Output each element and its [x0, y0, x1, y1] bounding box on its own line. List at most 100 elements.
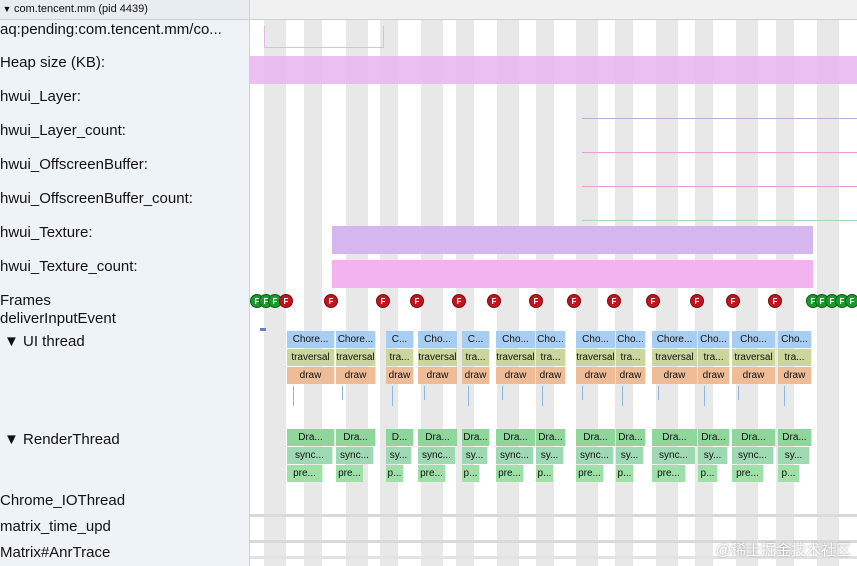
choreographer-slice[interactable]: Cho... [418, 331, 458, 348]
traversal-slice[interactable]: traversal [418, 349, 458, 366]
traversal-slice[interactable]: traversal [287, 349, 335, 366]
matrix-anr-track[interactable] [250, 556, 857, 559]
track-label-chrome-io[interactable]: Chrome_IOThread [0, 492, 126, 509]
frame-marker[interactable]: F [845, 294, 857, 308]
traversal-slice[interactable]: traversal [732, 349, 776, 366]
choreographer-slice[interactable]: Cho... [616, 331, 646, 348]
choreographer-slice[interactable]: Cho... [576, 331, 616, 348]
sync-frame-slice[interactable]: sync... [418, 447, 456, 464]
sync-frame-slice[interactable]: sync... [287, 447, 333, 464]
janky-frame-marker[interactable]: F [376, 294, 390, 308]
draw-slice[interactable]: draw [652, 367, 698, 384]
draw-frame-slice[interactable]: Dra... [336, 429, 376, 446]
janky-frame-marker[interactable]: F [646, 294, 660, 308]
draw-slice[interactable]: draw [462, 367, 490, 384]
sync-frame-slice[interactable]: sy... [698, 447, 728, 464]
draw-frame-slice[interactable]: Dra... [652, 429, 698, 446]
draw-slice[interactable]: draw [616, 367, 646, 384]
prepare-tree-slice[interactable]: p... [462, 465, 480, 482]
process-header[interactable]: ▼ com.tencent.mm (pid 4439) [0, 0, 249, 20]
draw-slice[interactable]: draw [576, 367, 616, 384]
track-label-ui-thread[interactable]: ▼ UI thread [4, 333, 85, 350]
sync-frame-slice[interactable]: sync... [336, 447, 374, 464]
traversal-slice[interactable]: tra... [698, 349, 730, 366]
janky-frame-marker[interactable]: F [487, 294, 501, 308]
sync-frame-slice[interactable]: sync... [576, 447, 614, 464]
sync-frame-slice[interactable]: sy... [616, 447, 644, 464]
draw-frame-slice[interactable]: Dra... [778, 429, 812, 446]
track-label-hwui-offscreen-count[interactable]: hwui_OffscreenBuffer_count: [0, 190, 193, 207]
heap-size-track[interactable] [250, 56, 857, 84]
janky-frame-marker[interactable]: F [529, 294, 543, 308]
choreographer-slice[interactable]: Cho... [536, 331, 566, 348]
traversal-slice[interactable]: traversal [652, 349, 698, 366]
choreographer-slice[interactable]: Chore... [287, 331, 335, 348]
prepare-tree-slice[interactable]: p... [386, 465, 404, 482]
matrix-time-track[interactable] [250, 540, 857, 543]
draw-frame-slice[interactable]: Dra... [462, 429, 490, 446]
draw-slice[interactable]: draw [778, 367, 812, 384]
track-label-aq-pending[interactable]: aq:pending:com.tencent.mm/co... [0, 21, 222, 38]
traversal-slice[interactable]: tra... [616, 349, 646, 366]
prepare-tree-slice[interactable]: p... [616, 465, 634, 482]
prepare-tree-slice[interactable]: pre... [496, 465, 524, 482]
janky-frame-marker[interactable]: F [726, 294, 740, 308]
choreographer-slice[interactable]: Cho... [496, 331, 536, 348]
track-label-hwui-layer-count[interactable]: hwui_Layer_count: [0, 122, 126, 139]
sync-frame-slice[interactable]: sy... [778, 447, 810, 464]
track-label-hwui-layer[interactable]: hwui_Layer: [0, 88, 81, 105]
track-label-heap-size[interactable]: Heap size (KB): [0, 54, 106, 71]
traversal-slice[interactable]: traversal [576, 349, 616, 366]
collapse-arrow-icon[interactable]: ▼ [2, 4, 12, 14]
prepare-tree-slice[interactable]: p... [698, 465, 718, 482]
prepare-tree-slice[interactable]: pre... [732, 465, 764, 482]
hwui-layer-track[interactable] [250, 90, 857, 118]
sync-frame-slice[interactable]: sync... [496, 447, 534, 464]
prepare-tree-slice[interactable]: pre... [336, 465, 364, 482]
janky-frame-marker[interactable]: F [567, 294, 581, 308]
track-label-deliver-input[interactable]: deliverInputEvent [0, 310, 116, 327]
prepare-tree-slice[interactable]: pre... [287, 465, 323, 482]
traversal-slice[interactable]: tra... [386, 349, 414, 366]
choreographer-slice[interactable]: Cho... [698, 331, 730, 348]
draw-frame-slice[interactable]: Dra... [496, 429, 536, 446]
janky-frame-marker[interactable]: F [324, 294, 338, 308]
aq-pending-track[interactable] [250, 22, 857, 48]
janky-frame-marker[interactable]: F [690, 294, 704, 308]
sync-frame-slice[interactable]: sy... [536, 447, 564, 464]
draw-slice[interactable]: draw [287, 367, 335, 384]
traversal-slice[interactable]: traversal [496, 349, 536, 366]
sync-frame-slice[interactable]: sy... [462, 447, 488, 464]
track-label-hwui-offscreen[interactable]: hwui_OffscreenBuffer: [0, 156, 148, 173]
track-label-hwui-texture[interactable]: hwui_Texture: [0, 224, 93, 241]
janky-frame-marker[interactable]: F [768, 294, 782, 308]
prepare-tree-slice[interactable]: pre... [576, 465, 604, 482]
sync-frame-slice[interactable]: sy... [386, 447, 412, 464]
draw-frame-slice[interactable]: Dra... [616, 429, 646, 446]
choreographer-slice[interactable]: Cho... [732, 331, 776, 348]
track-label-matrix-time[interactable]: matrix_time_upd [0, 518, 111, 535]
choreographer-slice[interactable]: Chore... [652, 331, 698, 348]
track-label-hwui-texture-count[interactable]: hwui_Texture_count: [0, 258, 138, 275]
sync-frame-slice[interactable]: sync... [732, 447, 774, 464]
track-label-render-thread[interactable]: ▼ RenderThread [4, 431, 120, 448]
hwui-texture-track[interactable] [250, 226, 857, 254]
janky-frame-marker[interactable]: F [279, 294, 293, 308]
draw-frame-slice[interactable]: D... [386, 429, 414, 446]
draw-slice[interactable]: draw [418, 367, 458, 384]
draw-slice[interactable]: draw [698, 367, 730, 384]
janky-frame-marker[interactable]: F [607, 294, 621, 308]
traversal-slice[interactable]: traversal [336, 349, 376, 366]
draw-frame-slice[interactable]: Dra... [536, 429, 566, 446]
draw-slice[interactable]: draw [732, 367, 776, 384]
choreographer-slice[interactable]: Cho... [778, 331, 812, 348]
hwui-texture-count-track[interactable] [250, 260, 857, 288]
draw-slice[interactable]: draw [536, 367, 566, 384]
deliver-input-track[interactable] [250, 328, 857, 331]
draw-frame-slice[interactable]: Dra... [287, 429, 335, 446]
draw-frame-slice[interactable]: Dra... [698, 429, 730, 446]
choreographer-slice[interactable]: C... [386, 331, 414, 348]
janky-frame-marker[interactable]: F [452, 294, 466, 308]
chrome-io-track[interactable] [250, 514, 857, 517]
